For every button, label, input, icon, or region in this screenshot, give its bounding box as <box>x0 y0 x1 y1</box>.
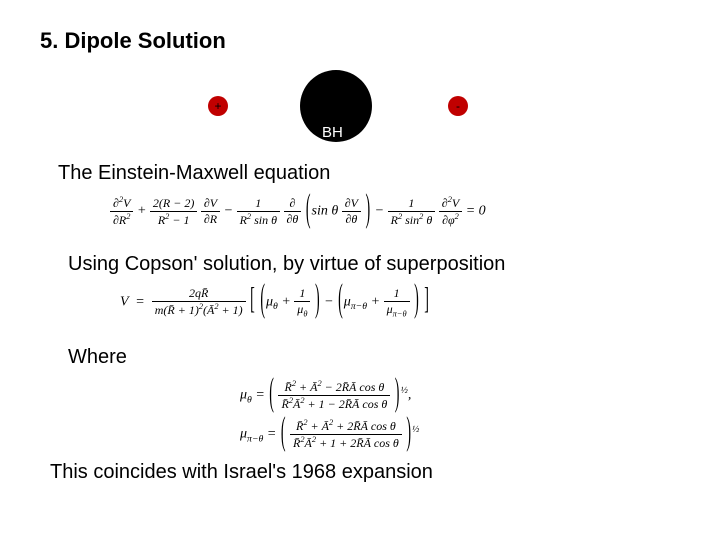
text-where: Where <box>68 346 680 369</box>
text-israel: This coincides with Israel's 1968 expans… <box>50 461 680 484</box>
equation-pde: ∂2V∂R2 + 2(R − 2)R2 − 1 ∂V∂R − 1R2 sin θ… <box>110 195 680 237</box>
dipole-diagram: + BH - <box>200 68 520 146</box>
text-einstein-maxwell: The Einstein-Maxwell equation <box>58 162 680 185</box>
text-copson: Using Copson' solution, by virtue of sup… <box>68 253 680 276</box>
negative-charge-icon: - <box>448 96 468 116</box>
black-hole-label: BH <box>322 124 343 141</box>
positive-charge-icon: + <box>208 96 228 116</box>
equation-potential: V = 2qR̄m(R̄ + 1)2(Ā2 + 1) [ (μθ + 1μθ )… <box>120 286 680 330</box>
section-title: 5. Dipole Solution <box>40 28 680 54</box>
equation-mu-definitions: μθ = ( R̄2 + Ā2 − 2R̄Ā cos θR̄2Ā2 + 1 − … <box>240 379 680 449</box>
